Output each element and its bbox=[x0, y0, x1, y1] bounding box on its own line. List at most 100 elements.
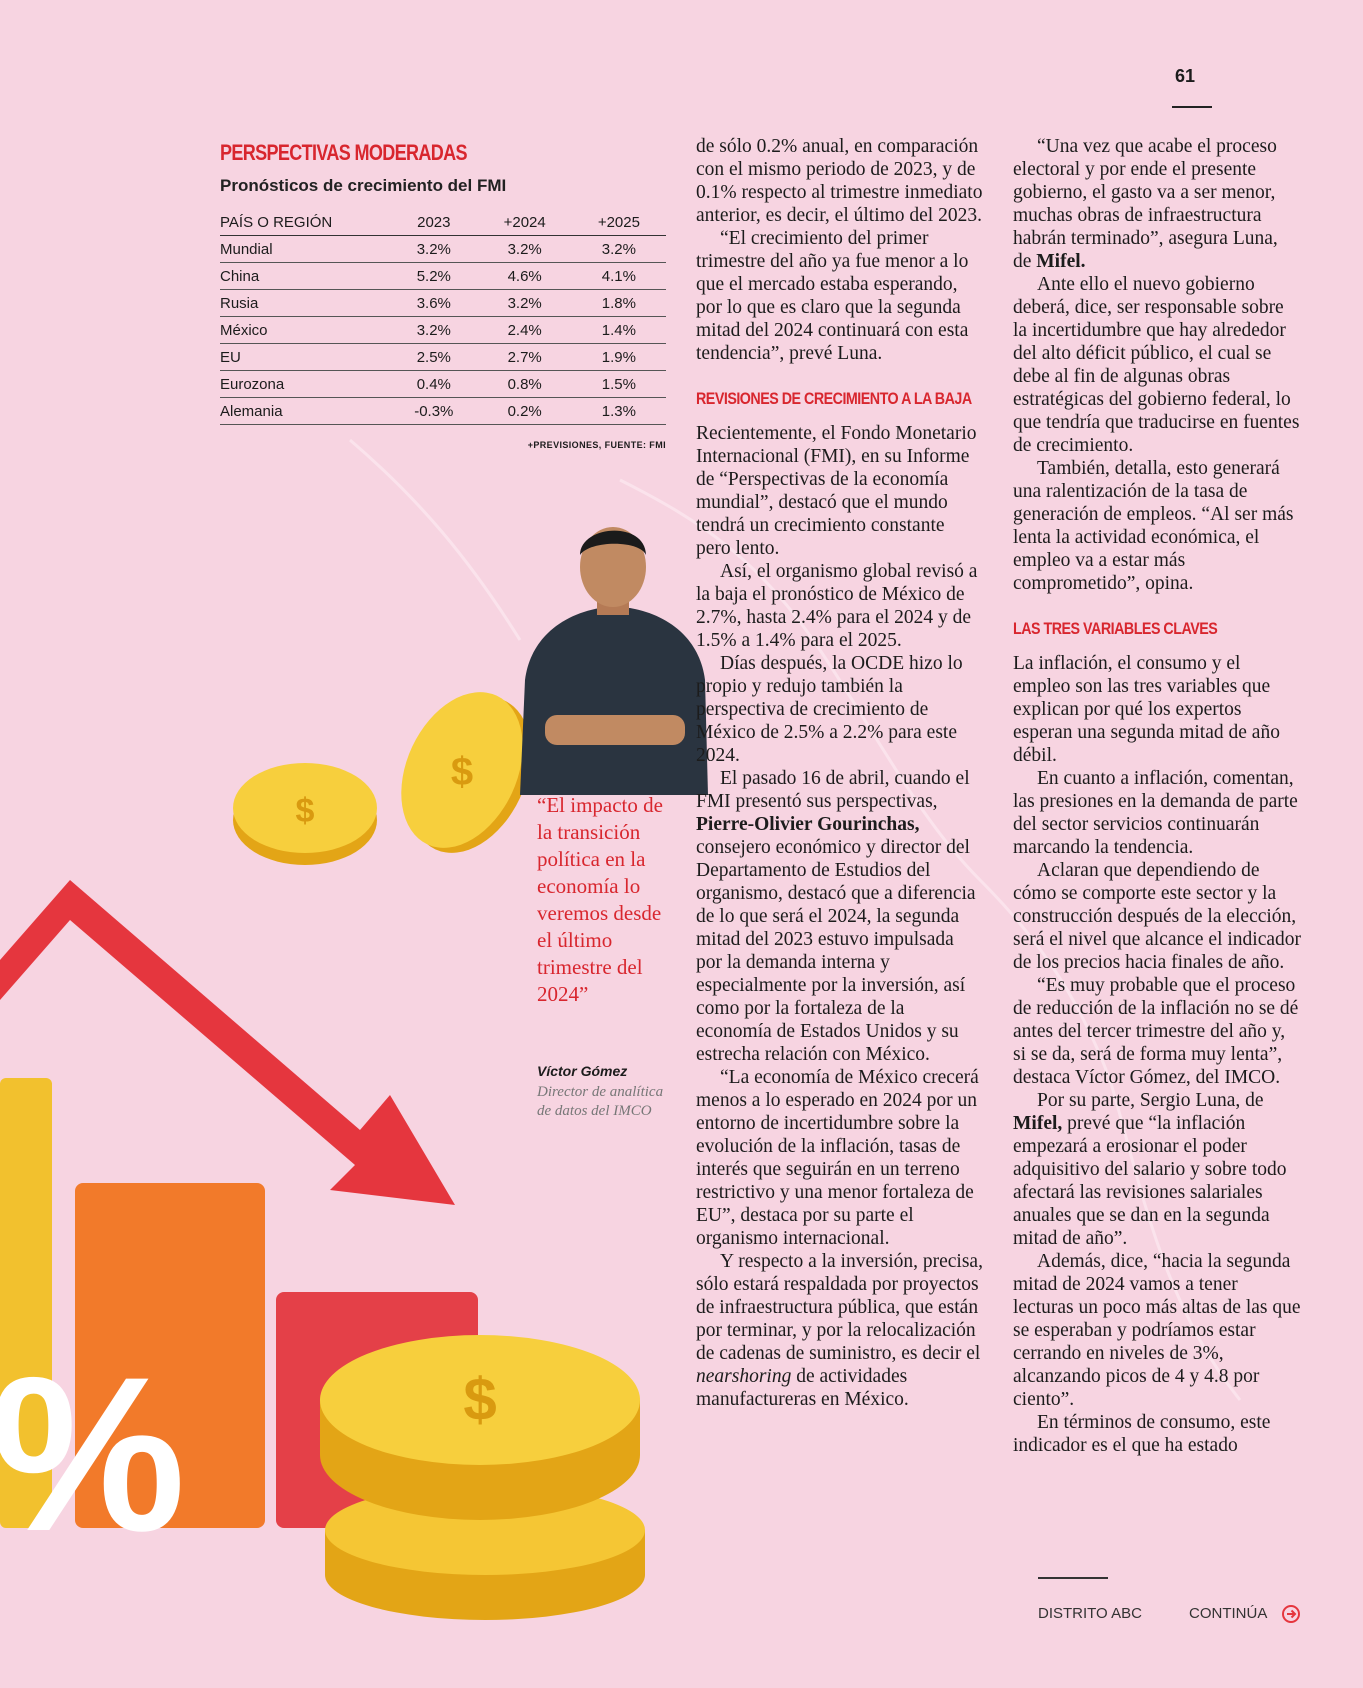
text-run: consejero económico y director del Depar… bbox=[696, 837, 976, 1065]
paragraph: Así, el organismo global revisó a la baj… bbox=[696, 560, 984, 652]
column-header: +2024 bbox=[477, 210, 572, 236]
table-cell: 2.4% bbox=[477, 316, 572, 344]
text-run: También, detalla, esto generará una rale… bbox=[1013, 458, 1294, 594]
column-header: PAÍS O REGIÓN bbox=[220, 210, 390, 236]
continue-label: CONTINÚA bbox=[1189, 1605, 1268, 1622]
table-cell: 3.6% bbox=[390, 289, 478, 317]
text-run: “Una vez que acabe el proceso electoral … bbox=[1013, 136, 1278, 272]
table-note: +PREVISIONES, FUENTE: FMI bbox=[527, 440, 666, 450]
paragraph: de sólo 0.2% anual, en comparación con e… bbox=[696, 135, 984, 227]
text-run: El pasado 16 de abril, cuando el FMI pre… bbox=[696, 768, 970, 812]
table-row: Rusia 3.6% 3.2% 1.8% bbox=[220, 289, 666, 317]
column-header: 2023 bbox=[390, 210, 478, 236]
paragraph: Por su parte, Sergio Luna, de Mifel, pre… bbox=[1013, 1089, 1301, 1250]
text-run: de actividades manufactureras en México. bbox=[696, 1366, 909, 1410]
paragraph: Además, dice, “hacia la segunda mitad de… bbox=[1013, 1250, 1301, 1411]
table-cell: 5.2% bbox=[390, 262, 478, 290]
text-run: de sólo 0.2% anual, en comparación con e… bbox=[696, 136, 983, 226]
paragraph: “La economía de México crecerá menos a l… bbox=[696, 1066, 984, 1250]
percent-sign: % bbox=[0, 1331, 186, 1577]
italic-run: nearshoring bbox=[696, 1366, 792, 1387]
text-run: Días después, la OCDE hizo lo propio y r… bbox=[696, 653, 963, 766]
text-run: Aclaran que dependiendo de cómo se compo… bbox=[1013, 860, 1301, 973]
table-body: Mundial 3.2% 3.2% 3.2% China 5.2% 4.6% 4.1% Rusi… bbox=[220, 235, 666, 425]
pull-quote: “El impacto de la transición política en… bbox=[537, 793, 663, 1006]
table-row: México 3.2% 2.4% 1.4% bbox=[220, 316, 666, 344]
table-cell: 3.2% bbox=[390, 316, 478, 344]
bold-run: Mifel, bbox=[1013, 1113, 1063, 1134]
svg-text:$: $ bbox=[463, 1366, 496, 1433]
portrait bbox=[520, 527, 708, 795]
table-header: PAÍS O REGIÓN 2023 +2024 +2025 bbox=[220, 210, 666, 236]
table-cell: Mundial bbox=[220, 235, 390, 263]
text-run: Por su parte, Sergio Luna, de bbox=[1037, 1090, 1264, 1111]
magazine-name: DISTRITO ABC bbox=[1038, 1605, 1142, 1622]
table-title: PERSPECTIVAS MODERADAS bbox=[220, 140, 468, 165]
table-cell: 0.4% bbox=[390, 370, 478, 398]
paragraph: La inflación, el consumo y el empleo son… bbox=[1013, 652, 1301, 767]
paragraph: Ante ello el nuevo gobierno deberá, dice… bbox=[1013, 273, 1301, 457]
paragraph: Días después, la OCDE hizo lo propio y r… bbox=[696, 652, 984, 767]
paragraph: “Es muy probable que el proceso de reduc… bbox=[1013, 974, 1301, 1089]
text-run: “La economía de México crecerá menos a l… bbox=[696, 1067, 979, 1249]
down-arrow bbox=[0, 880, 455, 1205]
table-row: Mundial 3.2% 3.2% 3.2% bbox=[220, 235, 666, 263]
paragraph: “Una vez que acabe el proceso electoral … bbox=[1013, 135, 1301, 273]
text-column: “Una vez que acabe el proceso electoral … bbox=[1013, 135, 1301, 1555]
text-run: Ante ello el nuevo gobierno deberá, dice… bbox=[1013, 274, 1300, 456]
map-outline bbox=[349, 438, 1242, 1401]
table-cell: Eurozona bbox=[220, 370, 390, 398]
text-column: de sólo 0.2% anual, en comparación con e… bbox=[696, 135, 984, 1555]
table-cell: 3.2% bbox=[477, 289, 572, 317]
table-cell: 3.2% bbox=[390, 235, 478, 263]
text-run: En cuanto a inflación, comentan, las pre… bbox=[1013, 768, 1298, 858]
svg-text:$: $ bbox=[296, 792, 315, 830]
table-row: Eurozona 0.4% 0.8% 1.5% bbox=[220, 370, 666, 398]
table-cell: México bbox=[220, 316, 390, 344]
table-subtitle: Pronósticos de crecimiento del FMI bbox=[220, 176, 507, 195]
coin-stack: $ bbox=[320, 1335, 645, 1620]
bold-run: Pierre-Olivier Gourinchas, bbox=[696, 814, 920, 835]
table-cell: 3.2% bbox=[571, 235, 666, 263]
table-cell: 1.4% bbox=[571, 316, 666, 344]
text-run: En términos de consumo, este indicador e… bbox=[1013, 1412, 1271, 1456]
table-cell: -0.3% bbox=[390, 397, 478, 425]
forecast-table: PAÍS O REGIÓN 2023 +2024 +2025 Mundial 3.2% 3.… bbox=[220, 210, 666, 425]
table-cell: 3.2% bbox=[477, 235, 572, 263]
table-cell: 4.1% bbox=[571, 262, 666, 290]
table-cell: 1.8% bbox=[571, 289, 666, 317]
text-run: La inflación, el consumo y el empleo son… bbox=[1013, 653, 1280, 766]
paragraph: También, detalla, esto generará una rale… bbox=[1013, 457, 1301, 595]
continue-icon bbox=[1282, 1605, 1300, 1623]
table-cell: Alemania bbox=[220, 397, 390, 425]
table-cell: 4.6% bbox=[477, 262, 572, 290]
table-cell: 0.2% bbox=[477, 397, 572, 425]
bold-run: Mifel. bbox=[1036, 251, 1086, 272]
bar-orange bbox=[75, 1183, 265, 1528]
text-run: Recientemente, el Fondo Monetario Intern… bbox=[696, 423, 977, 559]
paragraph: “El crecimiento del primer trimestre del… bbox=[696, 227, 984, 365]
text-run: prevé que “la inflación empezará a erosi… bbox=[1013, 1113, 1287, 1249]
section-heading: LAS TRES VARIABLES CLAVES bbox=[1013, 619, 1218, 638]
table-cell: 2.5% bbox=[390, 343, 478, 371]
table-cell: 1.5% bbox=[571, 370, 666, 398]
table-row: Alemania -0.3% 0.2% 1.3% bbox=[220, 397, 666, 425]
page-number: 61 bbox=[1174, 66, 1196, 86]
bar-yellow bbox=[0, 1078, 52, 1528]
paragraph: Y respecto a la inversión, precisa, sólo… bbox=[696, 1250, 984, 1411]
quote-role: Director de analítica de datos del IMCO bbox=[537, 1084, 664, 1119]
table-cell: EU bbox=[220, 343, 390, 371]
flying-coins: $ $ bbox=[233, 692, 531, 865]
section-heading: REVISIONES DE CRECIMIENTO A LA BAJA bbox=[696, 389, 972, 408]
paragraph: En cuanto a inflación, comentan, las pre… bbox=[1013, 767, 1301, 859]
svg-text:$: $ bbox=[451, 750, 473, 794]
paragraph: Recientemente, el Fondo Monetario Intern… bbox=[696, 422, 984, 560]
table-cell: Rusia bbox=[220, 289, 390, 317]
table-row: China 5.2% 4.6% 4.1% bbox=[220, 262, 666, 290]
rule bbox=[1172, 106, 1212, 108]
quote-name: Víctor Gómez bbox=[537, 1063, 628, 1079]
paragraph: Aclaran que dependiendo de cómo se compo… bbox=[1013, 859, 1301, 974]
rule bbox=[1038, 1577, 1108, 1579]
text-run: Así, el organismo global revisó a la baj… bbox=[696, 561, 978, 651]
